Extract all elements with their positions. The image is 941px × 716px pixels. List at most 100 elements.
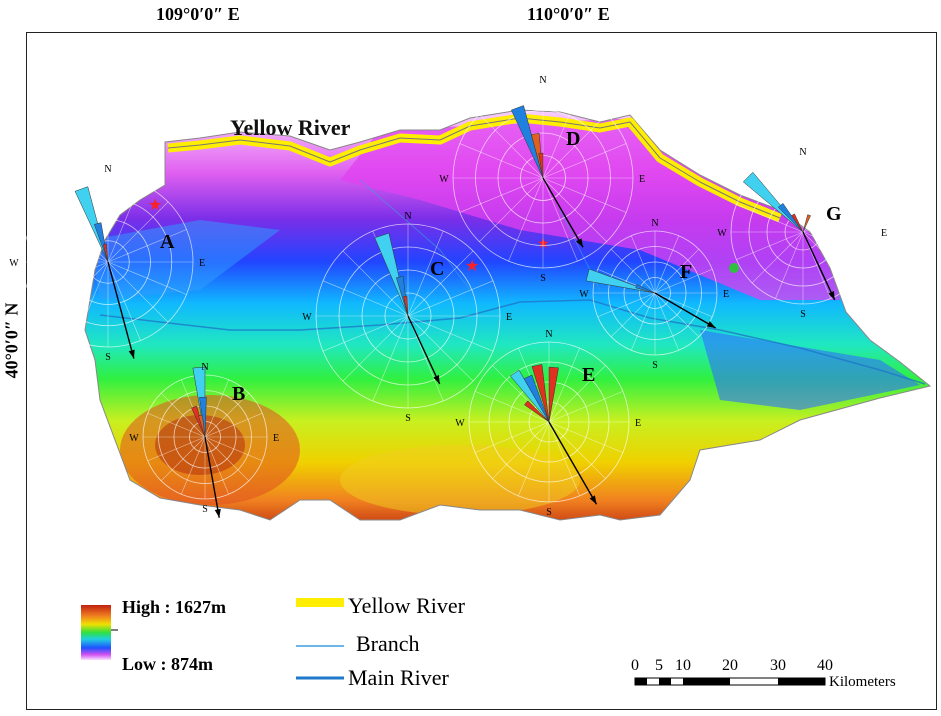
scale-tick-label: 5	[655, 657, 663, 674]
rose-direction-n: N	[651, 218, 658, 229]
scale-tick-label: 40	[817, 657, 833, 674]
green-marker	[729, 263, 739, 273]
rose-direction-n: N	[104, 164, 111, 175]
rose-spoke	[542, 143, 627, 179]
scale-unit: Kilometers	[829, 674, 896, 690]
wind-arrow	[407, 315, 441, 385]
rose-spoke	[548, 391, 624, 423]
rose-direction-s: S	[405, 413, 411, 424]
station-label-g: G	[826, 203, 842, 225]
rose-direction-n: N	[404, 211, 411, 222]
rose-direction-w: W	[455, 418, 465, 429]
rose-spoke	[630, 235, 656, 294]
rose-direction-e: E	[635, 418, 641, 429]
rose-spoke	[802, 231, 870, 260]
rose-spoke	[107, 261, 141, 341]
rose-petal	[548, 366, 559, 423]
rose-spoke	[160, 392, 206, 438]
rose-direction-e: E	[199, 258, 205, 269]
rose-spoke	[322, 315, 409, 352]
rose-spoke	[204, 436, 250, 482]
star-marker: ★	[148, 197, 162, 214]
rose-petal	[523, 374, 550, 423]
scale-tick-label: 30	[770, 657, 786, 674]
main-river-line	[99, 299, 926, 385]
rose-spoke	[29, 229, 109, 263]
rose-spoke	[751, 231, 804, 284]
rose-spoke	[204, 379, 230, 438]
rose-spoke	[407, 230, 444, 317]
rose-direction-w: W	[9, 258, 19, 269]
rose-direction-w: W	[129, 433, 139, 444]
rose-spoke	[802, 180, 855, 233]
rose-petal	[93, 222, 109, 263]
rose-spoke	[508, 177, 544, 262]
rose-spoke	[459, 143, 544, 179]
star-marker: ★	[465, 258, 479, 275]
rose-spoke	[775, 165, 804, 233]
wind-arrow-head	[828, 291, 835, 300]
wind-arrow	[542, 177, 584, 248]
rose-spoke	[542, 177, 607, 242]
rose-direction-e: E	[881, 228, 887, 239]
legend-branch-label: Branch	[356, 631, 420, 656]
rose-direction-s: S	[800, 309, 806, 320]
rose-spoke	[492, 421, 550, 479]
scale-bar: 0 5 10 20 30 40 Kilometers	[631, 657, 896, 690]
wind-rose-g: N E S W G	[717, 147, 887, 320]
rose-petal	[635, 284, 656, 294]
rose-spoke	[630, 292, 656, 351]
rose-spoke	[180, 436, 206, 495]
station-label-b: B	[232, 383, 245, 405]
rose-direction-s: S	[105, 352, 111, 363]
rose-direction-e: E	[273, 433, 279, 444]
wind-arrow	[548, 421, 598, 505]
legend-yellow-river-swatch	[296, 598, 344, 607]
rose-direction-w: W	[717, 228, 727, 239]
rose-spoke	[474, 391, 550, 423]
rose-spoke	[542, 114, 607, 179]
rose-spoke	[342, 250, 409, 317]
rose-spoke	[407, 315, 494, 352]
rose-spoke	[597, 292, 656, 318]
rose-spoke	[204, 436, 230, 495]
rose-spoke	[474, 421, 550, 453]
wind-rose-a: N E S W A	[9, 164, 205, 363]
station-label-f: F	[680, 261, 692, 283]
elevation-color-bar	[81, 605, 111, 660]
wind-arrow-head	[589, 495, 597, 505]
rose-spoke	[542, 94, 578, 179]
legend-yellow-river-label: Yellow River	[348, 593, 466, 618]
rose-spoke	[342, 315, 409, 382]
wind-rose-b: N E S W B	[129, 362, 279, 518]
station-label-c: C	[430, 258, 444, 280]
rose-direction-n: N	[545, 329, 552, 340]
wind-rose-d: N E S W D	[439, 75, 645, 284]
wind-arrow-head	[576, 238, 583, 248]
rose-petal	[802, 214, 811, 233]
rose-spoke	[407, 250, 474, 317]
rose-direction-s: S	[540, 273, 546, 284]
wind-arrow-head	[128, 349, 135, 359]
rose-spoke	[518, 421, 550, 497]
rose-petal	[531, 364, 550, 423]
rose-spoke	[542, 177, 578, 262]
rose-spoke	[654, 248, 700, 294]
rose-direction-n: N	[201, 362, 208, 373]
wind-arrow-head	[706, 321, 716, 328]
rose-spoke	[407, 280, 494, 317]
longitude-label-109: 109°0′0″ E	[156, 4, 240, 24]
rose-spoke	[47, 201, 109, 263]
wind-arrow	[802, 231, 836, 301]
wind-rose-c: N E S W C	[302, 211, 512, 424]
legend-main-river-label: Main River	[348, 665, 449, 690]
rose-spoke	[107, 201, 169, 263]
rose-petal	[791, 213, 804, 233]
rose-spoke	[654, 235, 680, 294]
rose-spoke	[29, 261, 109, 295]
wind-arrow	[654, 292, 716, 329]
legend-high: High : 1627m	[122, 597, 226, 617]
rose-direction-s: S	[652, 360, 658, 371]
